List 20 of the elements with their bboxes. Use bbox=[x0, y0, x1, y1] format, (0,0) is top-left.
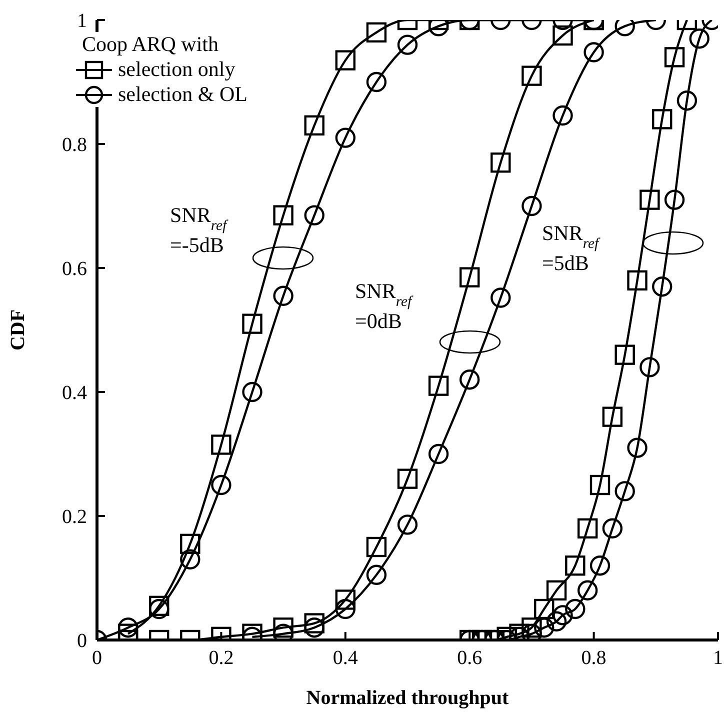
x-tick-label: 1 bbox=[713, 647, 723, 670]
y-tick-label: 0.6 bbox=[62, 258, 87, 280]
x-tick-label: 0.6 bbox=[457, 647, 482, 670]
x-tick-label: 0.2 bbox=[208, 647, 234, 670]
annotation: SNR$_{ref}$ =5dB bbox=[542, 221, 601, 275]
y-tick-label: 0.2 bbox=[62, 506, 87, 528]
annotation: SNR$_{ref}$ =0dB bbox=[355, 279, 414, 333]
x-tick-label: 0.4 bbox=[332, 647, 358, 670]
y-tick-label: 0.4 bbox=[62, 382, 87, 404]
annotation: SNR$_{ref}$ =-5dB bbox=[170, 203, 229, 257]
legend-label: selection only bbox=[118, 57, 236, 82]
legend-title: Coop ARQ with bbox=[81, 32, 220, 57]
x-tick-label: 0.8 bbox=[581, 647, 606, 670]
y-axis-title: CDF bbox=[7, 309, 30, 351]
legend-label: selection & OL bbox=[118, 82, 248, 107]
y-tick-label: 0 bbox=[77, 630, 87, 652]
y-tick-label: 1 bbox=[77, 10, 87, 32]
x-tick-label: 0 bbox=[92, 647, 102, 670]
x-axis-title: Normalized throughput bbox=[306, 687, 510, 709]
y-tick-label: 0.8 bbox=[62, 134, 87, 156]
